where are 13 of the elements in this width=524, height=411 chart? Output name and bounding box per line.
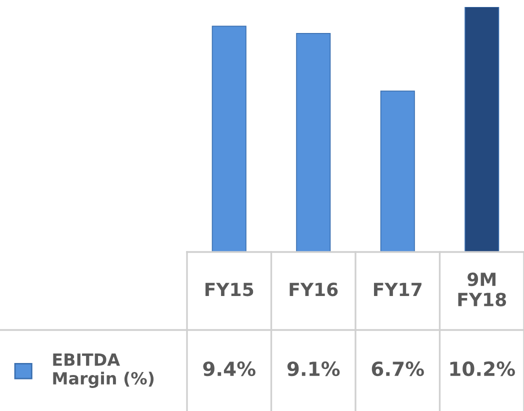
data-label: 9.1% — [287, 361, 340, 376]
data-label: 9.4% — [203, 361, 256, 376]
x-tick-label: 9M FY18 — [458, 272, 506, 306]
bar — [212, 26, 246, 252]
bar — [380, 90, 415, 252]
x-tick-label: FY17 — [374, 282, 422, 296]
x-tick-label: FY16 — [290, 282, 338, 296]
data-label: 6.7% — [372, 361, 424, 376]
data-label: 10.2% — [450, 361, 515, 376]
bar — [464, 7, 500, 252]
bar — [296, 33, 331, 252]
legend-label: EBITDA Margin (%) — [53, 354, 154, 388]
x-tick-label: FY15 — [206, 282, 254, 296]
